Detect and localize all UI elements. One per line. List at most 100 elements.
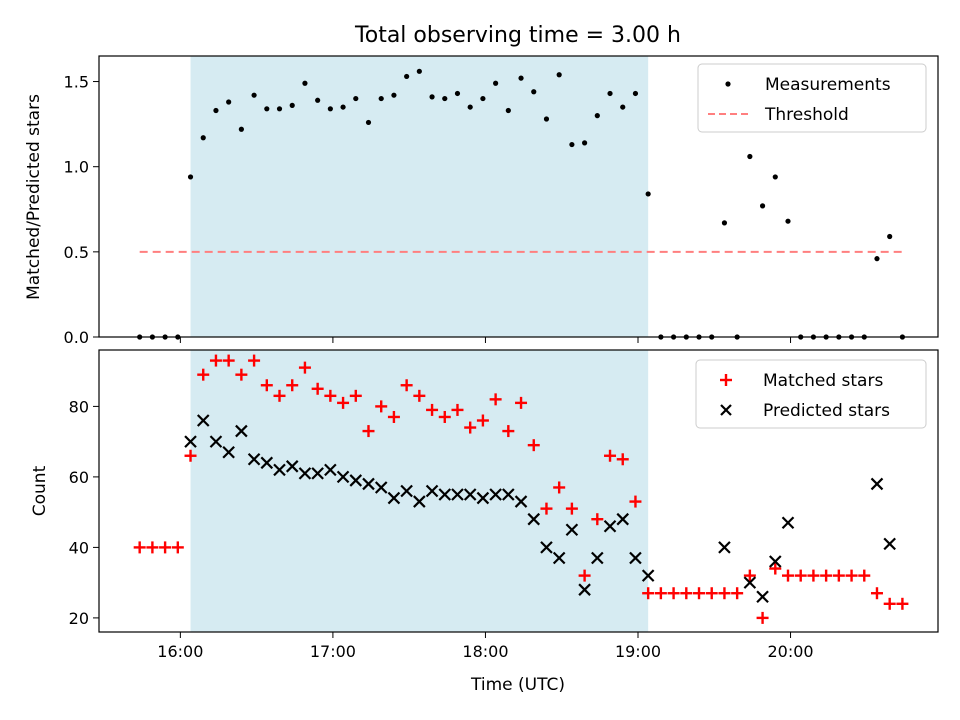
measurement-point: [607, 90, 613, 97]
matched-star-point: [693, 587, 706, 600]
measurement-point: [505, 107, 511, 114]
measurement-point: [772, 174, 778, 180]
predicted-star-point: [349, 474, 363, 487]
top-y-axis-label: Matched/Predicted stars: [24, 94, 44, 300]
measurement-point: [365, 119, 372, 126]
predicted-star-point: [552, 551, 566, 565]
matched-star-point: [667, 587, 680, 600]
matched-star-point: [184, 449, 197, 462]
measurement-point: [302, 80, 308, 86]
legend-threshold-label: Threshold: [764, 105, 849, 125]
x-stroke-b: [374, 481, 388, 494]
predicted-star-point: [769, 555, 782, 568]
predicted-star-point: [184, 435, 197, 448]
x-stroke-b: [476, 491, 490, 505]
matched-star-point: [870, 587, 883, 600]
predicted-star-point: [489, 488, 502, 501]
predicted-star-point: [603, 519, 617, 533]
matched-star-point: [171, 541, 184, 554]
matched-star-point: [553, 481, 566, 494]
predicted-star-point: [413, 495, 426, 508]
measurement-point: [632, 90, 639, 97]
x-stroke-b: [641, 569, 655, 582]
predicted-star-point: [273, 463, 286, 477]
matched-star-point: [362, 425, 375, 438]
predicted-star-point: [451, 488, 464, 501]
predicted-star-point: [285, 460, 299, 473]
matched-star-point: [731, 587, 744, 600]
x-tick-label: 17:00: [310, 642, 356, 661]
matched-star-point: [260, 379, 273, 392]
matched-star-point: [527, 439, 540, 452]
x-stroke-b: [184, 435, 197, 448]
matched-star-point: [464, 421, 477, 434]
matched-star-point: [387, 410, 400, 423]
x-stroke-b: [438, 488, 452, 501]
matched-star-point: [438, 410, 451, 423]
measurement-point: [556, 72, 562, 78]
y-tick-label: 60: [69, 468, 89, 487]
x-stroke-b: [260, 456, 274, 470]
matched-star-point: [476, 414, 489, 427]
matched-star-point: [489, 393, 502, 406]
x-stroke-b: [870, 477, 884, 491]
matched-star-point: [222, 354, 235, 367]
x-tick-label: 16:00: [157, 642, 203, 661]
legend-matched-marker: [720, 374, 732, 386]
x-stroke-b: [883, 537, 896, 551]
predicted-star-point: [311, 467, 324, 480]
x-stroke-b: [629, 551, 642, 565]
x-tick-label: 18:00: [462, 642, 508, 661]
legend-measurements-label: Measurements: [765, 75, 891, 95]
x-stroke-b: [451, 488, 464, 501]
predicted-star-point: [336, 470, 350, 484]
x-stroke-b: [603, 519, 617, 533]
matched-star-point: [858, 569, 871, 582]
measurement-point: [226, 99, 232, 105]
predicted-star-point: [400, 484, 413, 498]
matched-star-point: [680, 587, 693, 600]
measurement-point: [785, 218, 791, 224]
measurement-point: [467, 104, 473, 110]
predicted-star-point: [883, 537, 896, 551]
matched-star-point: [146, 541, 159, 554]
x-axis-label: Time (UTC): [470, 675, 565, 695]
top-shaded-window: [190, 56, 649, 337]
top-panel: 0.0 0.5 1.0 1.5 Matched/Predicted stars Mea…: [24, 55, 939, 347]
predicted-star-point: [743, 576, 757, 589]
matched-star-point: [235, 368, 248, 381]
measurement-point: [391, 92, 397, 98]
x-stroke-b: [362, 477, 375, 491]
measurement-point: [582, 140, 588, 146]
measurement-point: [887, 233, 893, 240]
measurement-point: [187, 174, 194, 180]
matched-star-point: [311, 382, 324, 395]
predicted-star-point: [362, 477, 375, 491]
x-stroke-b: [552, 551, 566, 565]
x-stroke-b: [298, 467, 312, 480]
matched-star-point: [756, 611, 769, 624]
bottom-legend-box: [695, 359, 927, 429]
measurement-point: [645, 191, 651, 197]
matched-star-point: [820, 569, 833, 582]
matched-star-point: [642, 587, 655, 600]
predicted-star-point: [578, 583, 591, 596]
measurement-point: [454, 90, 461, 97]
matched-star-point: [845, 569, 858, 582]
y-tick-label: 1.0: [64, 158, 89, 177]
y-tick-label: 0.5: [64, 243, 89, 262]
x-tick-label: 19:00: [615, 642, 661, 661]
measurement-point: [251, 92, 257, 98]
measurement-point: [353, 95, 359, 102]
predicted-star-point: [235, 424, 248, 438]
x-stroke-b: [565, 523, 579, 537]
measurement-point: [594, 113, 600, 119]
matched-star-point: [540, 502, 553, 515]
x-stroke-b: [222, 445, 235, 459]
bottom-axes-frame: [98, 349, 939, 633]
legend-predicted-label: Predicted stars: [763, 401, 890, 421]
predicted-star-point: [324, 463, 337, 477]
predicted-star-point: [425, 484, 439, 498]
predicted-star-point: [616, 512, 630, 526]
